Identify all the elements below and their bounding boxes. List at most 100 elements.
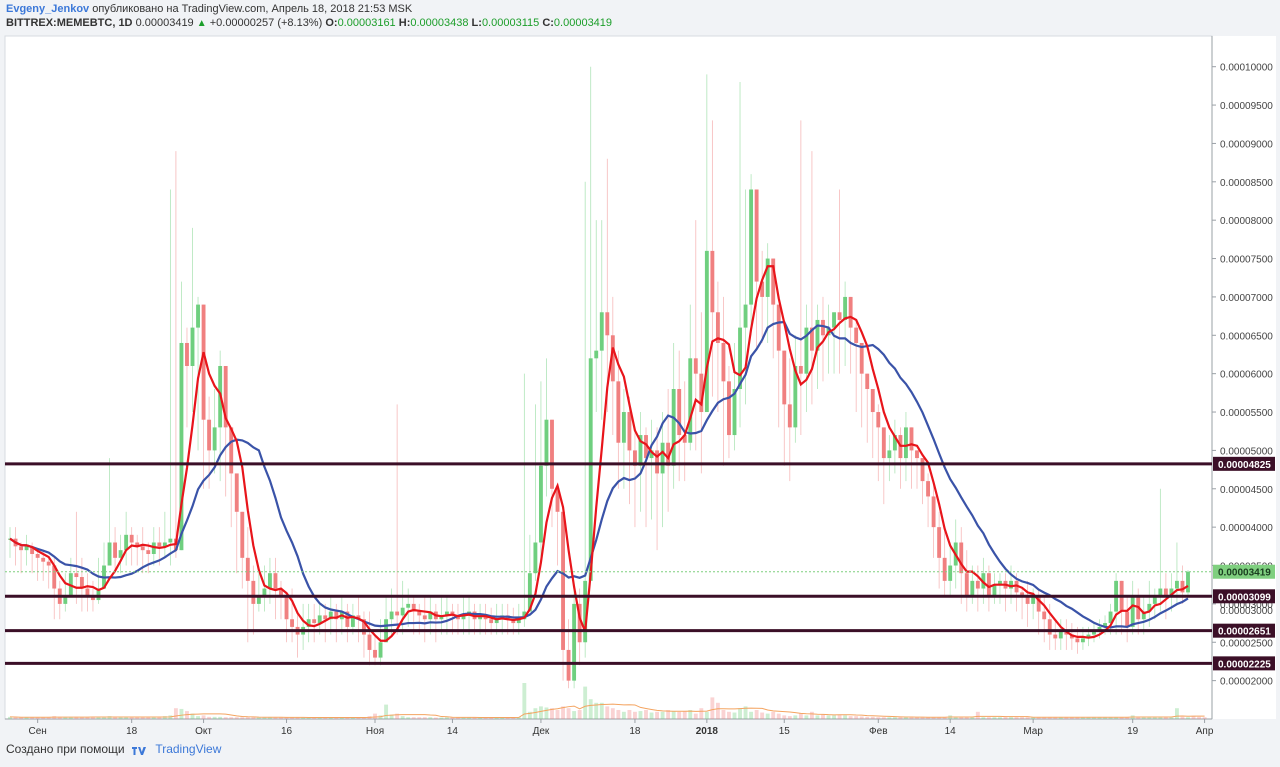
- candle-body: [1152, 596, 1157, 604]
- volume-bar: [1191, 716, 1196, 719]
- close-value: 0.00003419: [553, 17, 613, 29]
- candle-body: [450, 611, 455, 616]
- candle-body: [743, 304, 748, 328]
- candle-body: [478, 615, 483, 620]
- volume-bar: [91, 717, 95, 719]
- volume-bar: [79, 717, 84, 719]
- candle-body: [290, 619, 294, 627]
- candle-body: [378, 642, 383, 658]
- candle-body: [1158, 588, 1163, 597]
- footer-brand[interactable]: TradingView: [155, 742, 222, 756]
- candle-body: [610, 335, 615, 382]
- candle-body: [986, 573, 991, 597]
- candle-body: [1069, 634, 1074, 639]
- candle-body: [959, 542, 964, 574]
- candle-body: [666, 442, 671, 466]
- volume-bar: [323, 717, 328, 719]
- volume-bar: [760, 712, 765, 719]
- volume-bar: [588, 699, 593, 719]
- volume-bar: [915, 717, 919, 719]
- volume-bar: [334, 717, 339, 719]
- candle-body: [96, 588, 101, 601]
- candle-body: [633, 450, 637, 466]
- volume-bar: [179, 708, 184, 719]
- x-tick-label: 18: [126, 726, 138, 737]
- volume-bar: [1186, 717, 1190, 719]
- published-text: опубликовано на TradingView.com, Апрель …: [92, 3, 413, 15]
- volume-bar: [13, 717, 18, 719]
- volume-bar: [196, 716, 200, 719]
- candle-body: [428, 611, 433, 620]
- volume-bar: [1136, 716, 1141, 719]
- volume-bar: [1147, 717, 1152, 719]
- candle-body: [1175, 580, 1179, 589]
- candle-body: [135, 542, 140, 547]
- volume-bar: [926, 717, 931, 719]
- y-tick-label: 0.00004000: [1220, 523, 1273, 534]
- volume-bar: [8, 716, 12, 719]
- candle-body: [489, 619, 494, 624]
- volume-bar: [710, 697, 715, 719]
- candle-body: [328, 611, 333, 620]
- candle-body: [400, 607, 405, 616]
- candle-body: [511, 619, 516, 624]
- candle-body: [594, 350, 599, 359]
- volume-bar: [688, 710, 693, 719]
- volume-bar: [555, 710, 560, 719]
- volume-bar: [727, 711, 731, 719]
- volume-bar: [500, 717, 505, 719]
- volume-bar: [732, 712, 737, 719]
- candle-body: [1186, 571, 1190, 593]
- volume-bar: [162, 716, 167, 719]
- candle-body: [782, 350, 787, 405]
- candle-body: [870, 389, 875, 413]
- volume-bar: [516, 717, 521, 719]
- candle-body: [334, 611, 339, 620]
- candle-body: [1031, 596, 1036, 604]
- candle-body: [621, 412, 626, 443]
- x-tick-label: Окт: [195, 726, 212, 737]
- high-value: 0.00003438: [410, 17, 469, 29]
- candle-body: [754, 189, 759, 282]
- volume-bar: [749, 711, 754, 719]
- volume-bar: [843, 715, 848, 719]
- candle-body: [920, 458, 925, 482]
- volume-bar: [782, 715, 787, 719]
- volume-bar: [699, 708, 704, 719]
- volume-bar: [494, 717, 499, 719]
- footer-text: Создано при помощи: [6, 742, 125, 756]
- symbol-info: BITTREX:MEMEBTC, 1D 0.00003419 ▲ +0.0000…: [6, 17, 612, 29]
- candle-body: [909, 427, 914, 451]
- volume-bar: [671, 711, 676, 719]
- candle-body: [24, 546, 29, 551]
- axis-extra-label: 0.00003000: [1220, 606, 1273, 617]
- volume-bar: [1031, 717, 1036, 719]
- volume-bar: [605, 706, 610, 719]
- volume-bar: [251, 717, 256, 719]
- candle-body: [1147, 603, 1152, 612]
- volume-bar: [41, 717, 46, 719]
- volume-bar: [1202, 717, 1207, 719]
- author-link[interactable]: Evgeny_Jenkov: [6, 3, 90, 15]
- volume-bar: [1097, 717, 1102, 719]
- symbol-name[interactable]: BITTREX:MEMEBTC, 1D: [6, 17, 133, 29]
- volume-bar: [467, 717, 471, 719]
- volume-bar: [859, 716, 864, 719]
- volume-bar: [1103, 717, 1107, 719]
- volume-bar: [218, 716, 223, 719]
- volume-bar: [478, 717, 483, 719]
- volume-bar: [68, 717, 73, 719]
- volume-bar: [693, 713, 698, 719]
- volume-bar: [787, 716, 792, 719]
- candle-body: [704, 250, 709, 413]
- volume-bar: [804, 715, 809, 719]
- volume-bar: [1180, 716, 1185, 719]
- candle-body: [422, 615, 427, 620]
- volume-bar: [1163, 717, 1168, 719]
- volume-bar: [937, 717, 942, 719]
- volume-bar: [411, 717, 416, 719]
- y-tick-label: 0.00005500: [1220, 408, 1273, 419]
- volume-bar: [190, 713, 195, 719]
- volume-bar: [328, 717, 333, 719]
